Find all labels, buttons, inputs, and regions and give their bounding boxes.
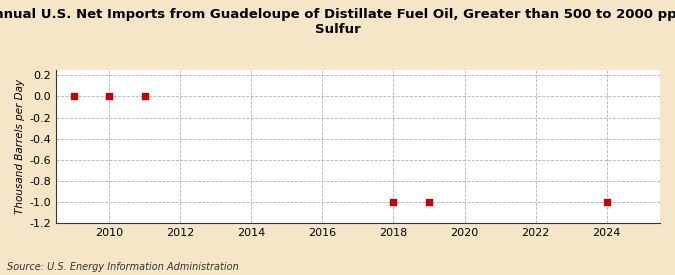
Y-axis label: Thousand Barrels per Day: Thousand Barrels per Day bbox=[15, 79, 25, 214]
Point bbox=[139, 94, 150, 99]
Point bbox=[424, 200, 435, 204]
Point bbox=[104, 94, 115, 99]
Point bbox=[68, 94, 79, 99]
Text: Source: U.S. Energy Information Administration: Source: U.S. Energy Information Administ… bbox=[7, 262, 238, 272]
Text: Annual U.S. Net Imports from Guadeloupe of Distillate Fuel Oil, Greater than 500: Annual U.S. Net Imports from Guadeloupe … bbox=[0, 8, 675, 36]
Point bbox=[388, 200, 399, 204]
Point bbox=[601, 200, 612, 204]
